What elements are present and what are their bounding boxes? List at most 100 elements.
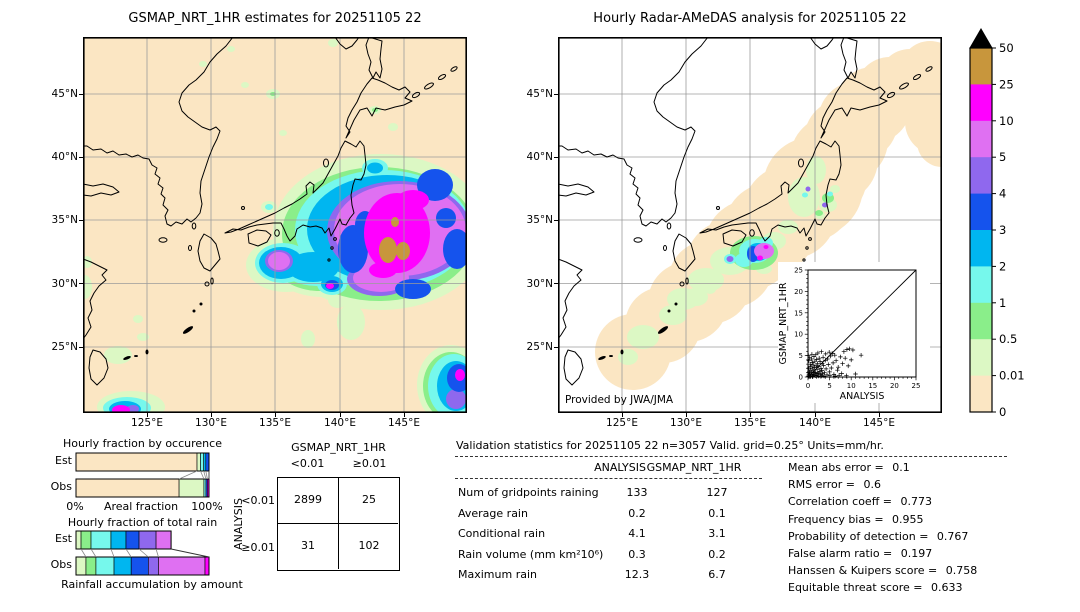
colorbar-tick-label: 10 (999, 114, 1014, 128)
lon-tick-mark (403, 413, 405, 417)
validation-value-gsmap: 0.2 (708, 547, 726, 561)
lon-tick-label: 145°E (388, 417, 420, 429)
bar-segment-5-10 (158, 556, 206, 576)
lat-tick-mark (554, 283, 558, 284)
inset-y-tick-label: 20 (794, 288, 803, 296)
bar-segment-0.01-0.5 (178, 478, 205, 498)
dashed-divider-header (455, 478, 762, 479)
colorbar-overflow-triangle (969, 28, 993, 49)
score-row: Correlation coeff = 0.773 (788, 495, 932, 509)
validation-row-label: Average rain (458, 506, 528, 520)
score-row: Probability of detection = 0.767 (788, 530, 968, 544)
score-value: 0.197 (900, 547, 933, 560)
bar-segment-4-5 (148, 556, 159, 576)
score-value: 0.758 (945, 564, 978, 578)
inset-y-tick-label: 25 (794, 267, 803, 275)
colorbar-segment (970, 375, 992, 413)
validation-value-gsmap: 127 (706, 486, 728, 499)
inset-y-tick-label: 10 (794, 331, 803, 339)
validation-row-label: Num of gridpoints raining (458, 486, 599, 499)
contingency-cell-false: 25 (362, 493, 376, 506)
map-credit: Provided by JWA/JMA (565, 394, 674, 406)
score-row: Mean abs error = 0.1 (788, 461, 910, 475)
lon-tick-mark (749, 413, 751, 417)
lat-tick-label: 25°N (526, 341, 553, 353)
inset-y-tick-label: 5 (799, 352, 803, 360)
bar-row-label-est: Est (55, 454, 72, 467)
lat-tick-label: 40°N (51, 151, 78, 163)
score-value: 0.1 (892, 461, 910, 474)
inset-x-tick-label: 15 (868, 382, 877, 390)
bar-segment-0.01-0.5 (75, 530, 82, 550)
lat-tick-mark (554, 219, 558, 221)
bar-segment-0.5-1 (85, 556, 97, 576)
lat-tick-mark (79, 346, 83, 348)
colorbar-segment (970, 302, 992, 340)
score-label: Probability of detection = (788, 529, 932, 543)
score-label: RMS error = (788, 478, 859, 492)
contingency-col-label-2: ≥0.01 (352, 457, 387, 470)
validation-col-analysis: ANALYSIS (594, 461, 646, 474)
occurrence-bars (75, 452, 210, 498)
validation-stats-block: Validation statistics for 20251105 22 n=… (455, 439, 1011, 599)
inset-x-tick-label: 0 (806, 382, 810, 390)
totalrain-bars (75, 530, 210, 576)
right-map-title: Hourly Radar-AMeDAS analysis for 2025110… (593, 11, 907, 26)
occurrence-x-label: Areal fraction (103, 500, 179, 513)
score-label: Frequency bias = (788, 512, 888, 526)
lat-tick-mark (554, 93, 558, 95)
inset-scatter-plot: 00 5 5 10 10 15 15 20 20 25 25 ANALYSIS GSMAP_NRT_1H… (778, 262, 930, 403)
radar-amedas-map (558, 37, 942, 413)
lon-tick-mark (339, 413, 341, 417)
bar-segment-3-4 (130, 556, 149, 576)
validation-row-label: Rain volume (mm km²10⁶) (458, 547, 604, 561)
left-map-title: GSMAP_NRT_1HR estimates for 20251105 22 (128, 11, 422, 26)
lat-tick-mark (554, 156, 558, 158)
left-map-frame (83, 37, 467, 413)
bar-segment-0.01-0.5 (196, 452, 201, 472)
colorbar-tick-label: 4 (999, 187, 1006, 201)
score-label: Hanssen & Kuipers score = (788, 564, 941, 578)
bar-segment-0.01-0.5 (75, 556, 87, 576)
validation-value-analysis: 12.3 (624, 568, 650, 581)
occurrence-x-min: 0% (66, 500, 84, 513)
colorbar-tick-label: 0 (999, 405, 1006, 419)
lon-tick-label: 145°E (863, 417, 895, 429)
occurrence-chart-title: Hourly fraction by occurence (63, 437, 222, 450)
validation-row: Conditional rain 4.1 3.1 (455, 527, 775, 547)
colorbar-tick-label: 3 (999, 223, 1006, 237)
contingency-row-label-2: ≥0.01 (241, 541, 275, 554)
inset-background (778, 262, 930, 403)
lon-tick-label: 130°E (195, 417, 227, 429)
validation-row: Maximum rain 12.3 6.7 (455, 568, 775, 588)
lat-tick-mark (554, 346, 558, 348)
right-precipitation-overlay (595, 41, 942, 390)
bar-segment-5-10 (155, 530, 172, 550)
lon-tick-label: 140°E (324, 417, 356, 429)
bar-segment-10-25 (204, 556, 210, 576)
validation-value-gsmap: 6.7 (708, 568, 726, 581)
gsmap-estimate-map (83, 37, 467, 413)
contingency-cell-hits-none: 2899 (294, 493, 322, 506)
lon-tick-mark (685, 413, 687, 417)
inset-x-tick-label: 5 (827, 382, 831, 390)
score-row: RMS error = 0.6 (788, 478, 881, 492)
validation-value-analysis: 0.3 (628, 547, 646, 561)
lat-tick-mark (79, 219, 83, 221)
left-precipitation-overlay (83, 39, 467, 413)
lon-tick-mark (878, 413, 880, 417)
score-label: Equitable threat score = (788, 581, 926, 595)
lon-tick-label: 130°E (670, 417, 702, 429)
contingency-cell-miss: 31 (301, 539, 315, 552)
colorbar-tick-label: 5 (999, 150, 1006, 164)
validation-row-label: Conditional rain (458, 527, 546, 540)
colorbar-segment (970, 84, 992, 122)
lat-tick-mark (79, 156, 83, 158)
score-value: 0.6 (863, 478, 881, 492)
inset-x-tick-label: 20 (890, 382, 899, 390)
colorbar-segment (970, 48, 992, 85)
contingency-cell-hits: 102 (358, 539, 380, 552)
lat-tick-label: 25°N (51, 341, 78, 353)
lon-tick-label: 125°E (606, 417, 638, 429)
